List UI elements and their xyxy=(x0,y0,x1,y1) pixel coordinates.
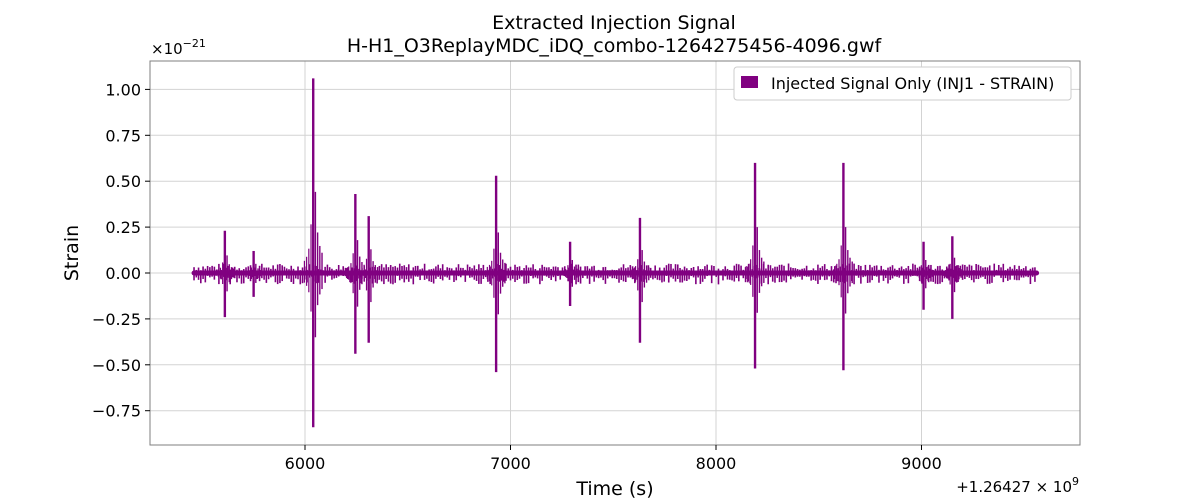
injection-burst xyxy=(834,162,853,371)
y-tick-label: 0.00 xyxy=(105,264,141,283)
legend-label: Injected Signal Only (INJ1 - STRAIN) xyxy=(771,74,1054,93)
injection-burst xyxy=(560,241,580,307)
y-tick-label: 0.75 xyxy=(105,126,141,145)
injection-burst xyxy=(244,250,264,297)
x-tick-label: 8000 xyxy=(696,454,737,473)
legend: Injected Signal Only (INJ1 - STRAIN) xyxy=(733,66,1072,101)
chart-subtitle: H-H1_O3ReplayMDC_iDQ_combo-1264275456-40… xyxy=(347,35,883,57)
injection-burst xyxy=(630,217,650,343)
chart-title: Extracted Injection Signal xyxy=(492,12,736,34)
legend-swatch xyxy=(741,76,758,88)
x-tick-label: 9000 xyxy=(901,454,942,473)
ticks: 6000 7000 8000 9000 −0.75 −0.50 −0.25 0.00 0.25 0… xyxy=(92,80,942,473)
noise-spikes xyxy=(193,263,1036,285)
injection-burst xyxy=(215,230,235,318)
x-axis-label: Time (s) xyxy=(575,478,653,500)
injection-burst xyxy=(486,175,506,373)
injection-burst xyxy=(942,236,962,319)
y-multiplier: ×10−21 xyxy=(151,37,206,58)
y-tick-label: −0.50 xyxy=(92,356,141,375)
x-offset-exponent: 9 xyxy=(1072,475,1079,488)
svg-text:×10−21: ×10−21 xyxy=(151,37,206,58)
y-tick-label: −0.75 xyxy=(92,402,141,421)
grid xyxy=(150,61,1080,445)
legend-frame xyxy=(733,66,1072,101)
y-tick-label: 0.25 xyxy=(105,218,141,237)
x-offset-base: +1.26427 × 10 xyxy=(956,478,1072,496)
y-multiplier-exponent: −21 xyxy=(183,37,206,50)
axes-frame xyxy=(149,60,1081,446)
x-tick-label: 6000 xyxy=(285,454,326,473)
y-axis-label: Strain xyxy=(61,225,83,281)
y-multiplier-base: ×10 xyxy=(151,40,183,58)
x-tick-label: 7000 xyxy=(490,454,531,473)
x-offset: +1.26427 × 109 xyxy=(956,475,1079,496)
plot-area xyxy=(191,78,1040,428)
svg-text:+1.26427 × 109: +1.26427 × 109 xyxy=(956,475,1079,496)
y-tick-label: 0.50 xyxy=(105,172,141,191)
injection-burst xyxy=(745,162,765,369)
injection-burst xyxy=(303,78,323,428)
y-tick-label: 1.00 xyxy=(105,80,141,99)
y-tick-label: −0.25 xyxy=(92,310,141,329)
injection-burst xyxy=(914,241,934,310)
injection-burst xyxy=(359,216,379,343)
